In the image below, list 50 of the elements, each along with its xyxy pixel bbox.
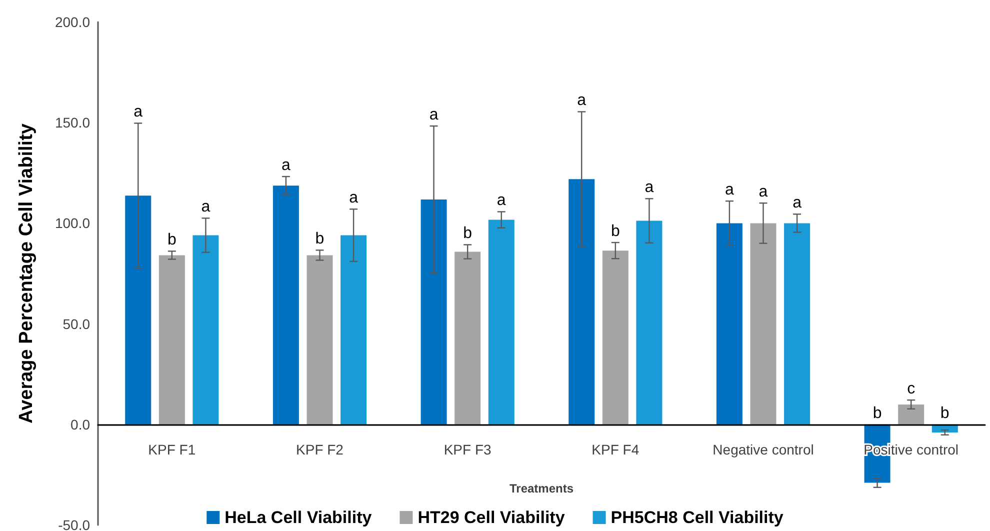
y-tick-label: -50.0 (58, 517, 90, 531)
annotation: a (758, 184, 768, 201)
y-tick-label: 0.0 (70, 416, 90, 432)
bar (716, 223, 742, 424)
annotation: c (907, 380, 916, 398)
bar (488, 220, 514, 424)
y-tick-label: 150.0 (54, 114, 90, 131)
legend-label: HeLa Cell Viability (224, 508, 372, 527)
annotation: a (496, 192, 506, 210)
bar (192, 235, 219, 424)
x-tick-label: KPF F1 (148, 441, 196, 458)
annotation: b (463, 225, 472, 242)
bar (340, 235, 367, 424)
annotation: b (940, 404, 950, 422)
bar (784, 223, 810, 424)
bar (568, 179, 595, 424)
bar (420, 199, 447, 424)
annotation: b (610, 223, 620, 240)
x-axis-title: Treatments (509, 481, 574, 496)
x-tick-label: Negative control (712, 441, 814, 458)
bar (750, 223, 776, 424)
legend-label: PH5CH8 Cell Viability (610, 508, 784, 527)
annotation: b (315, 230, 324, 248)
annotation: a (644, 179, 654, 196)
x-tick-label: KPF F2 (296, 441, 344, 458)
y-tick-label: 50.0 (62, 316, 90, 332)
annotation: b (872, 404, 882, 422)
annotation: b (167, 232, 176, 249)
bar (306, 255, 333, 424)
bar (272, 186, 299, 424)
y-axis-title: Average Percentage Cell Viability (16, 123, 37, 424)
x-tick-label: KPF F3 (444, 441, 492, 458)
bar (898, 404, 924, 424)
annotation: a (349, 190, 358, 207)
y-tick-label: 100.0 (54, 215, 90, 232)
bar (636, 220, 662, 424)
y-tick-label: 200.0 (54, 14, 90, 30)
bar (125, 196, 152, 424)
annotation: a (201, 198, 210, 216)
annotation: a (792, 194, 802, 212)
annotation: a (577, 92, 586, 110)
annotation: a (724, 182, 734, 199)
bar (454, 252, 481, 424)
annotation: a (134, 104, 143, 121)
x-tick-label: KPF F4 (592, 441, 640, 458)
legend-label: HT29 Cell Viability (418, 508, 566, 527)
bar (158, 255, 185, 424)
annotation: a (429, 106, 438, 124)
annotation: a (281, 157, 290, 174)
bar (602, 250, 628, 424)
